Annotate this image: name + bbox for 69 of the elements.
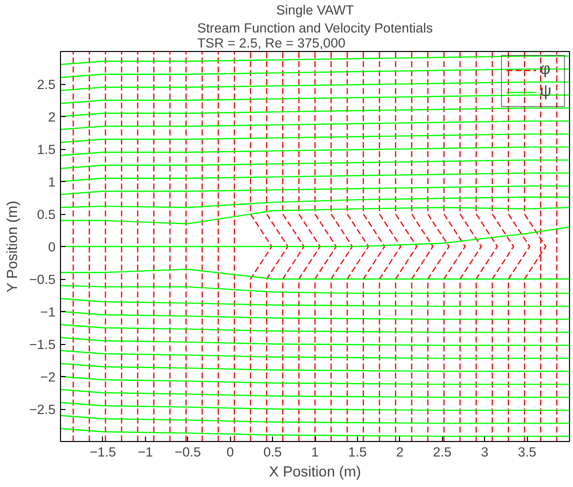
line-series — [60, 298, 570, 307]
line-series — [60, 107, 570, 118]
line-series — [60, 185, 570, 196]
y-tick-label: −1 — [40, 304, 56, 320]
y-tick-label: 1.5 — [36, 142, 56, 157]
chart-title: Single VAWT — [276, 2, 354, 18]
x-tick-label: 0 — [226, 444, 234, 460]
line-series — [298, 52, 321, 442]
x-tick-label: −1.5 — [90, 444, 116, 460]
x-tick-label: 1 — [311, 444, 319, 460]
x-axis-title: X Position (m) — [268, 464, 362, 480]
line-series — [60, 159, 570, 170]
line-series — [60, 284, 570, 294]
line-series — [443, 52, 466, 442]
x-tick-label: 2.5 — [432, 444, 452, 460]
y-tick-label: −2 — [40, 370, 56, 384]
y-tick-label: −2.5 — [29, 402, 56, 417]
line-series — [60, 133, 570, 144]
line-series — [60, 196, 570, 208]
x-tick-label: −1 — [138, 444, 153, 460]
line-series — [362, 52, 386, 442]
y-axis-title: Y Position (m) — [5, 200, 22, 293]
line-series — [378, 52, 402, 442]
line-series — [60, 388, 570, 398]
line-series — [60, 172, 570, 182]
line-series — [60, 336, 570, 346]
y-tick-label: 2 — [48, 110, 56, 124]
line-series — [234, 52, 236, 442]
line-series — [282, 52, 305, 442]
line-series — [314, 52, 337, 442]
y-tick-label: −0.5 — [29, 272, 56, 287]
line-series — [60, 310, 570, 320]
line-series — [60, 324, 570, 333]
x-tick-label: −0.5 — [174, 444, 201, 460]
line-series — [60, 376, 570, 385]
line-series — [346, 52, 370, 442]
chart-subtitle: Stream Function and Velocity Potentials TSR = 2.5, Re = 375,000 — [197, 20, 434, 50]
line-series — [60, 55, 570, 66]
line-series — [60, 362, 570, 372]
y-tick-label: −1.5 — [29, 337, 56, 352]
line-series — [266, 52, 288, 442]
y-tick-label: 2.5 — [36, 77, 56, 92]
line-series — [60, 120, 570, 130]
line-series — [104, 52, 106, 442]
line-series — [60, 350, 570, 359]
line-series — [476, 52, 498, 442]
line-series — [330, 52, 353, 442]
line-series — [185, 52, 187, 442]
line-series — [427, 52, 450, 442]
y-tick-label: 0 — [48, 240, 56, 254]
line-series — [120, 52, 122, 442]
line-series — [250, 52, 272, 442]
line-series — [411, 52, 434, 442]
line-series — [394, 52, 418, 442]
y-tick-label: 1 — [48, 174, 56, 190]
line-series — [60, 428, 570, 437]
x-tick-label: 3.5 — [518, 444, 536, 460]
line-series — [492, 52, 514, 442]
x-tick-label: 0.5 — [263, 444, 282, 460]
line-series — [60, 206, 570, 224]
line-series — [60, 146, 570, 156]
line-series — [60, 402, 570, 411]
x-tick-label: 1.5 — [348, 444, 367, 460]
x-tick-label: 2 — [396, 444, 404, 460]
line-series — [459, 52, 482, 442]
line-series — [60, 414, 570, 424]
line-series — [169, 52, 171, 442]
x-tick-label: 3 — [480, 444, 488, 460]
y-tick-label: 0.5 — [36, 207, 56, 222]
